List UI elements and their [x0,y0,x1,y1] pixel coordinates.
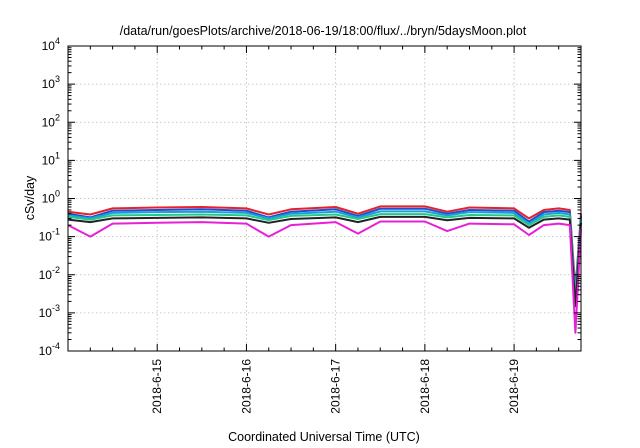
y-tick-label: 10-3 [39,303,60,320]
y-tick-label: 10-2 [39,265,60,282]
x-tick-label: 2018-6-18 [418,359,432,414]
x-tick-label: 2018-6-15 [150,359,164,414]
x-axis-label: Coordinated Universal Time (UTC) [228,430,420,444]
series-line-5 [67,215,582,308]
grid [68,46,581,351]
axis-ticks: 10-4 10-3 10-2 10-1 100 101 102 103 104 2018-6-15… [39,36,582,414]
y-tick-label: 104 [42,36,60,53]
y-axis-label: cSv/day [23,175,37,220]
x-tick-label: 2018-6-16 [239,359,253,414]
series-line-3 [67,210,582,296]
y-tick-label: 103 [42,74,60,91]
series-line-2 [67,207,582,296]
y-tick-label: 100 [42,189,60,206]
x-tick-label: 2018-6-19 [507,359,521,414]
x-tick-label: 2018-6-17 [329,359,343,414]
y-tick-label: 10-4 [39,341,60,358]
series-group [67,205,582,334]
y-tick-label: 101 [42,150,60,167]
series-line-6 [67,220,582,334]
y-tick-label: 102 [42,112,60,129]
y-tick-label: 10-1 [39,227,60,244]
series-line-1 [67,205,582,291]
series-line-4 [67,213,582,303]
chart-title: /data/run/goesPlots/archive/2018-06-19/1… [120,24,527,38]
